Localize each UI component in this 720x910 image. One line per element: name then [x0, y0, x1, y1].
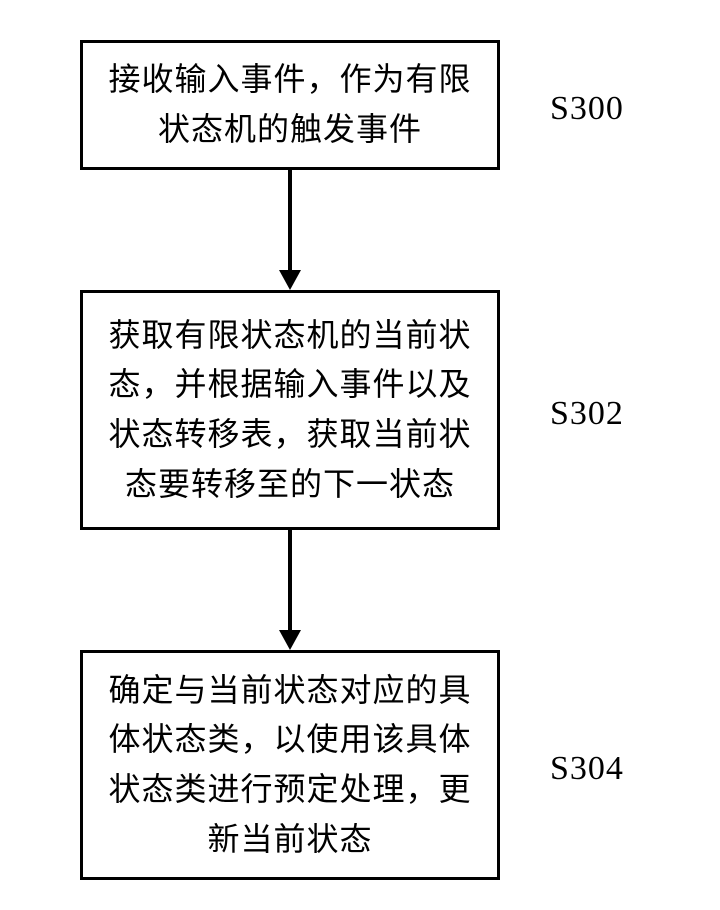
flowchart-node-s304: 确定与当前状态对应的具体状态类，以使用该具体状态类进行预定处理，更新当前状态: [80, 650, 500, 880]
step-label-s304: S304: [550, 750, 624, 788]
arrow-s302-s304-line: [288, 530, 292, 630]
flowchart-node-s302: 获取有限状态机的当前状态，并根据输入事件以及状态转移表，获取当前状态要转移至的下…: [80, 290, 500, 530]
arrow-s300-s302-head: [279, 270, 301, 290]
node-text-s304: 确定与当前状态对应的具体状态类，以使用该具体状态类进行预定处理，更新当前状态: [101, 666, 479, 864]
step-label-s300: S300: [550, 90, 624, 128]
arrow-s302-s304-head: [279, 630, 301, 650]
node-text-s302: 获取有限状态机的当前状态，并根据输入事件以及状态转移表，获取当前状态要转移至的下…: [101, 311, 479, 509]
node-text-s300: 接收输入事件，作为有限状态机的触发事件: [101, 55, 479, 154]
step-label-s302: S302: [550, 395, 624, 433]
flowchart-container: 接收输入事件，作为有限状态机的触发事件 S300 获取有限状态机的当前状态，并根…: [0, 0, 720, 910]
flowchart-node-s300: 接收输入事件，作为有限状态机的触发事件: [80, 40, 500, 170]
arrow-s300-s302-line: [288, 170, 292, 270]
